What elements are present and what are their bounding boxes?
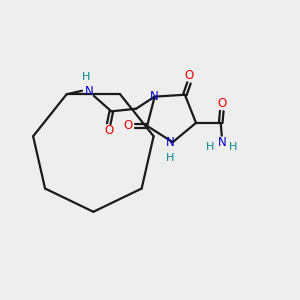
Text: H: H (206, 142, 214, 152)
Text: H: H (229, 142, 237, 152)
Text: O: O (184, 69, 194, 82)
Text: N: N (166, 136, 175, 149)
Text: H: H (166, 153, 174, 163)
Text: N: N (150, 90, 159, 103)
Text: N: N (218, 136, 226, 149)
Text: N: N (85, 85, 94, 98)
Text: O: O (104, 124, 113, 137)
Text: O: O (123, 119, 132, 133)
Text: O: O (217, 97, 226, 110)
Text: H: H (81, 72, 90, 82)
